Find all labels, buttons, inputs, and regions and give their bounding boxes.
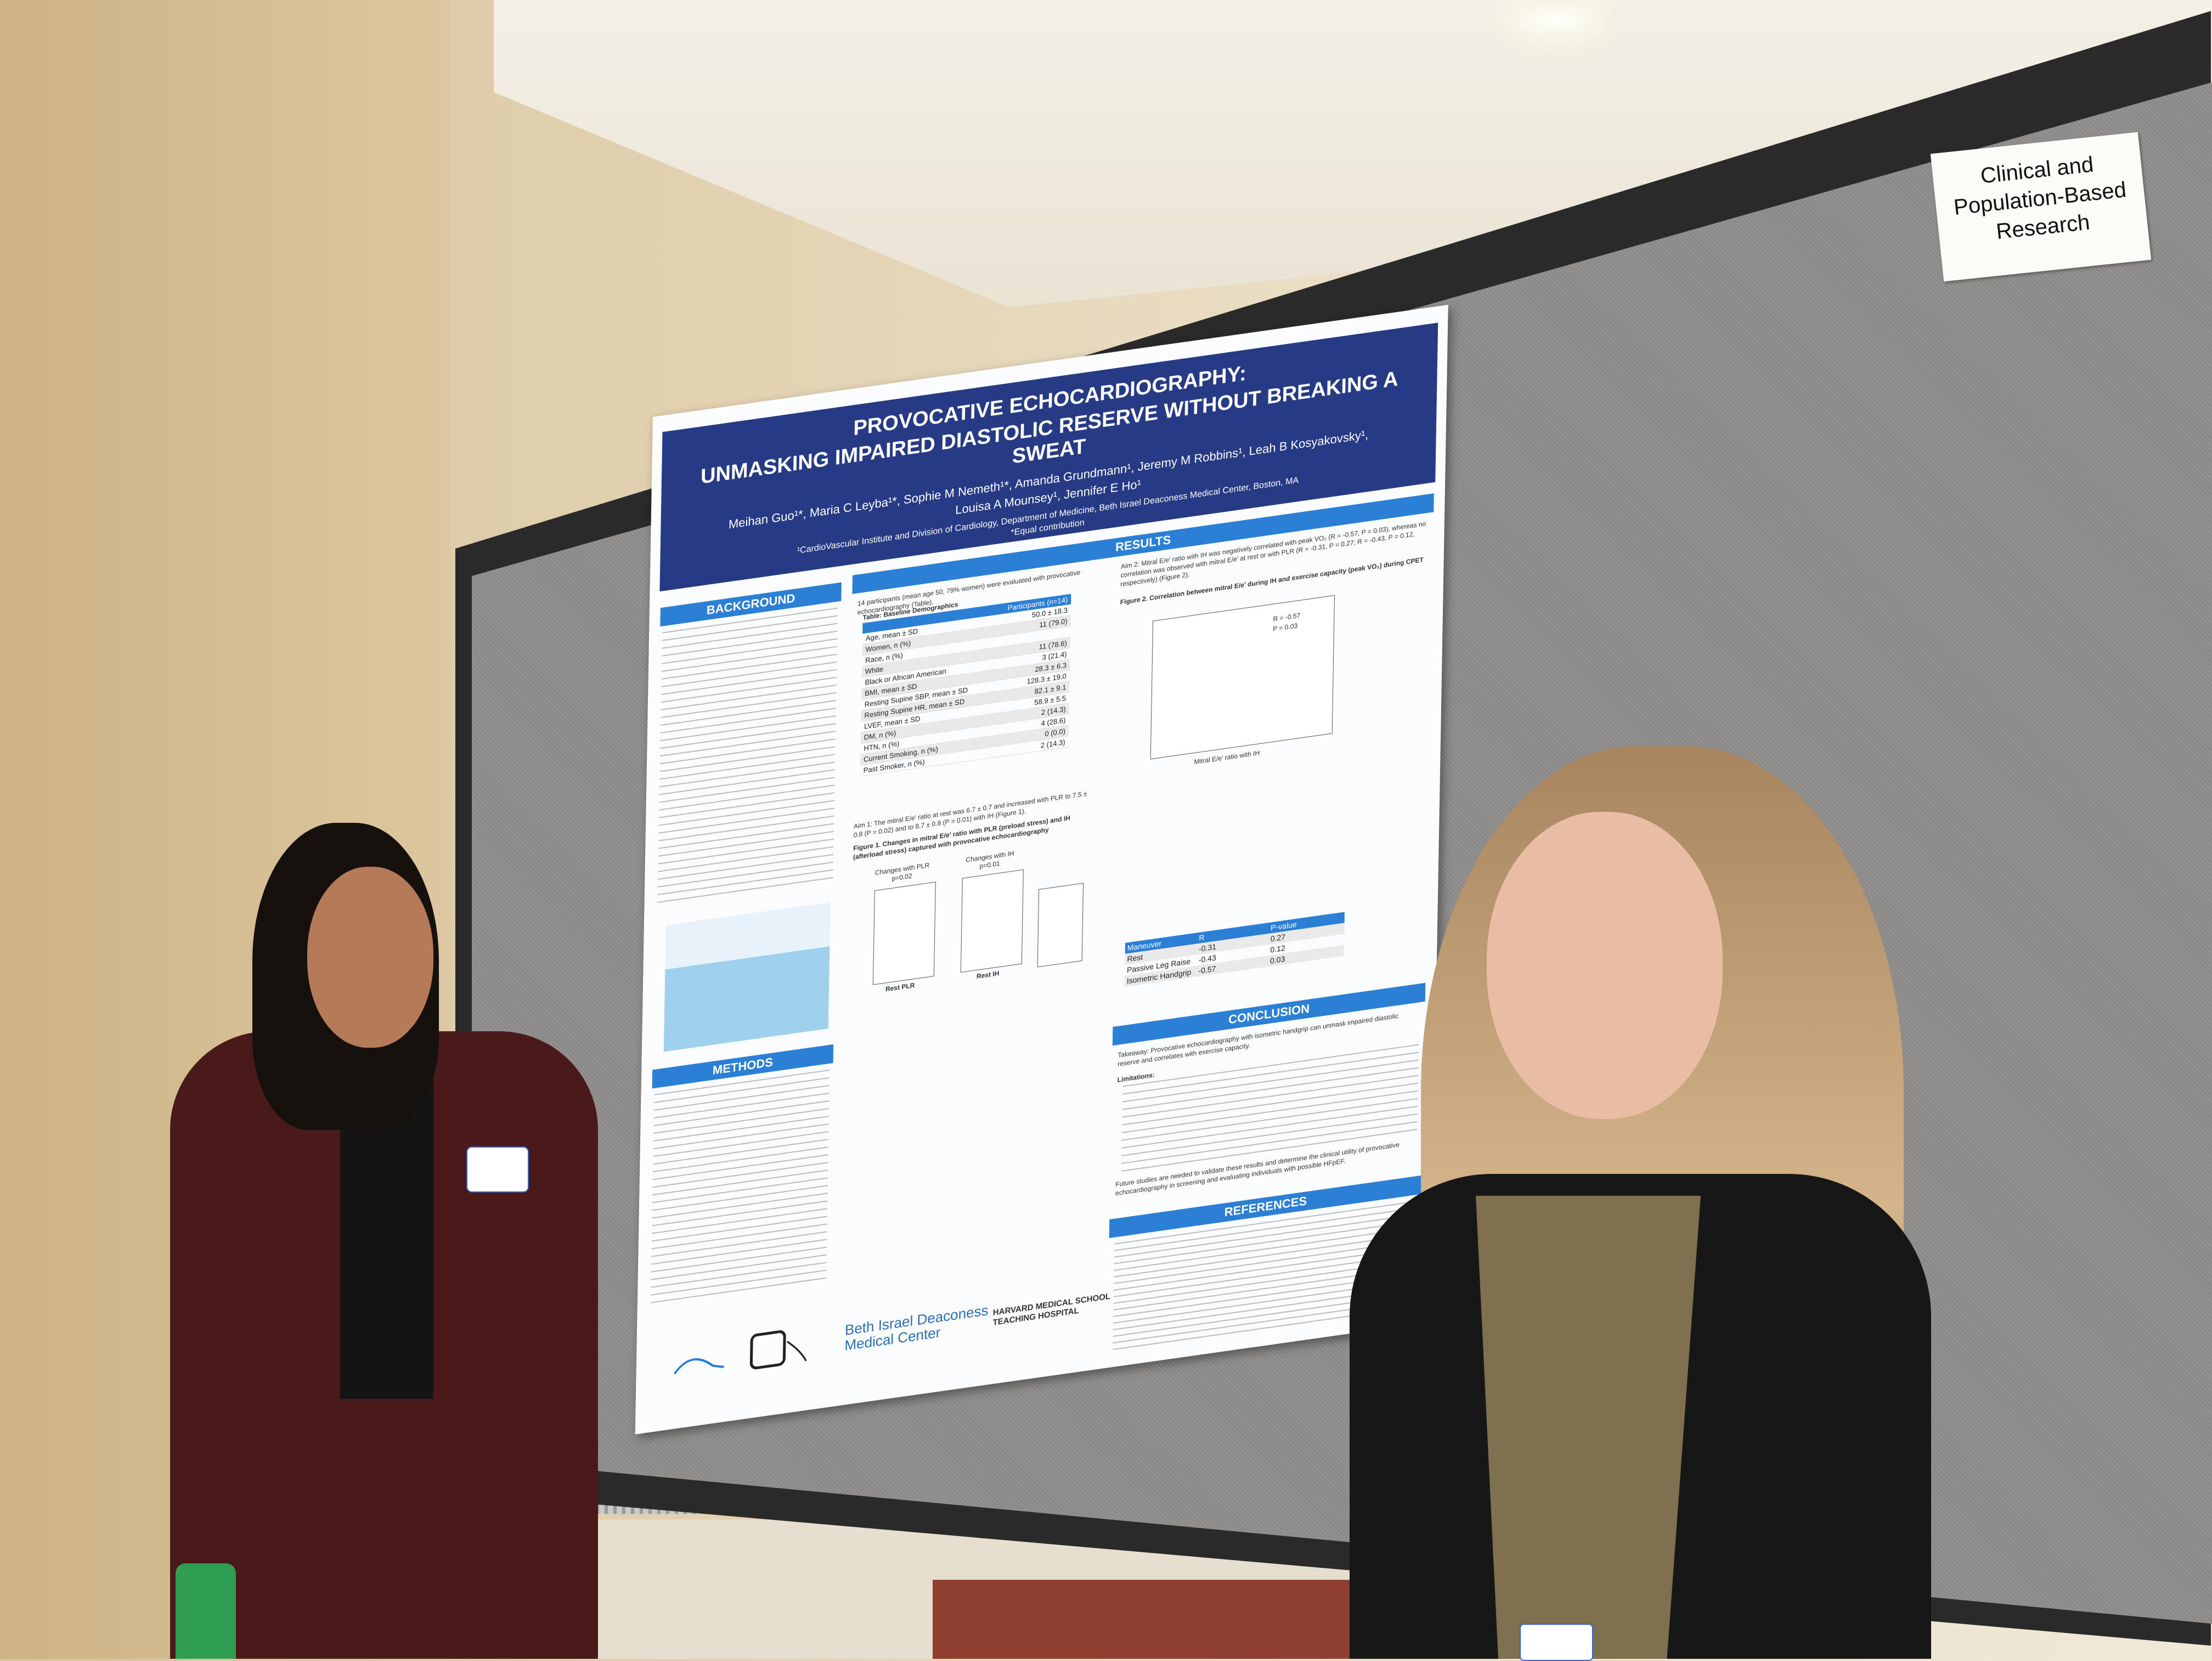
table-row-label: White (865, 665, 883, 676)
methods-logos (669, 1321, 812, 1386)
methods-text (651, 1070, 830, 1303)
bidmc-logo: Beth Israel Deaconess Medical Center (844, 1302, 989, 1353)
person-left-face (307, 867, 433, 1048)
fig1-ih-chart (961, 869, 1024, 973)
category-sign: Clinical and Population-Based Research (1931, 132, 2151, 281)
research-poster: PROVOCATIVE ECHOCARDIOGRAPHY: UNMASKING … (635, 305, 1448, 1434)
person-right-face (1487, 812, 1723, 1119)
name-tag-left (466, 1146, 529, 1193)
fig2-scatter-chart (1150, 595, 1335, 759)
fig1-bar-chart (1037, 883, 1084, 967)
name-tag-right (1520, 1624, 1593, 1661)
water-bottle (176, 1563, 236, 1659)
table-row-value: 0 (0.0) (1045, 727, 1065, 738)
ceiling-light (1506, 0, 1605, 39)
table-row-value: 2 (14.3) (1041, 738, 1065, 749)
fig1-plr-chart (873, 882, 936, 985)
iceberg-figure (664, 902, 831, 1052)
hms-logo: HARVARD MEDICAL SCHOOL TEACHING HOSPITAL (992, 1292, 1110, 1328)
background-text (657, 608, 838, 907)
person-right-top (1476, 1196, 1701, 1659)
